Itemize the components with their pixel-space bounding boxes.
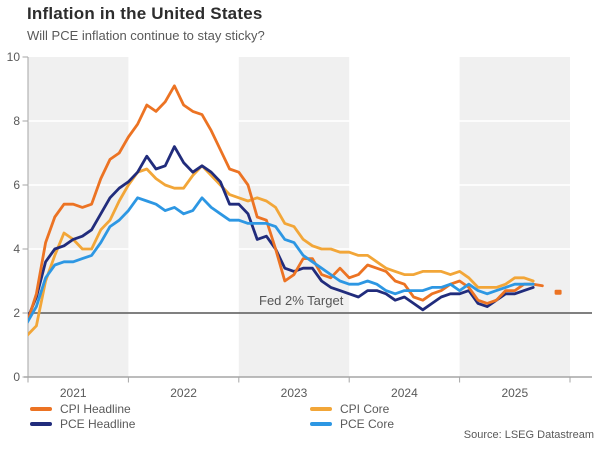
- legend-item-pce-core: PCE Core: [310, 417, 394, 431]
- svg-text:2: 2: [13, 306, 20, 320]
- svg-text:2024: 2024: [391, 386, 418, 400]
- cpi-core-swatch-icon: [310, 407, 332, 411]
- svg-text:8: 8: [13, 114, 20, 128]
- svg-text:2021: 2021: [60, 386, 87, 400]
- svg-text:6: 6: [13, 178, 20, 192]
- pce-core-swatch-icon: [310, 422, 332, 426]
- svg-text:0: 0: [13, 370, 20, 384]
- legend-label: CPI Headline: [60, 402, 131, 416]
- svg-text:4: 4: [13, 242, 20, 256]
- cpi-headline-swatch-icon: [30, 407, 52, 411]
- chart-subtitle: Will PCE inflation continue to stay stic…: [27, 28, 265, 43]
- page-title: Inflation in the United States: [27, 4, 263, 23]
- legend-label: PCE Headline: [60, 417, 136, 431]
- svg-text:10: 10: [7, 50, 21, 64]
- legend-item-pce-headline: PCE Headline: [30, 417, 135, 431]
- pce-headline-swatch-icon: [30, 422, 52, 426]
- svg-text:2025: 2025: [501, 386, 528, 400]
- legend-label: PCE Core: [340, 417, 395, 431]
- legend-label: CPI Core: [340, 402, 390, 416]
- svg-text:2022: 2022: [170, 386, 197, 400]
- legend-item-cpi-core: CPI Core: [310, 402, 389, 416]
- source-attribution: Source: LSEG Datastream: [463, 429, 594, 441]
- svg-text:2023: 2023: [281, 386, 308, 400]
- legend-item-cpi-headline: CPI Headline: [30, 402, 131, 416]
- fed-target-annotation: Fed 2% Target: [259, 293, 344, 308]
